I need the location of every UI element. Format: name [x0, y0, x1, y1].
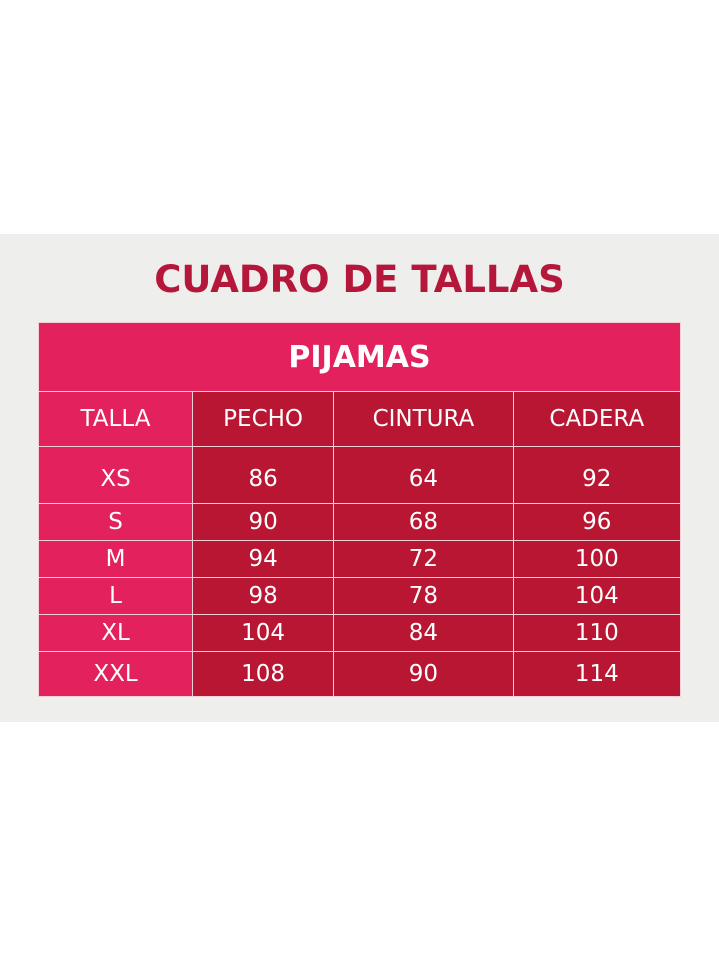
size-cell: XXL — [38, 651, 193, 697]
table-row: S 90 68 96 — [38, 503, 682, 541]
table-row: XS 86 64 92 — [38, 446, 682, 504]
measurement-cell: 90 — [333, 651, 514, 697]
table-row: XL 104 84 110 — [38, 614, 682, 652]
measurement-cell: 64 — [333, 446, 514, 504]
size-cell: S — [38, 503, 193, 541]
measurement-cell: 104 — [512, 577, 682, 615]
measurement-cell: 90 — [191, 503, 335, 541]
measurement-cell: 98 — [191, 577, 335, 615]
measurement-cell: 96 — [512, 503, 682, 541]
measurement-cell: 78 — [333, 577, 514, 615]
column-header-talla: TALLA — [38, 391, 193, 447]
measurement-cell: 86 — [191, 446, 335, 504]
size-cell: L — [38, 577, 193, 615]
size-cell: XL — [38, 614, 193, 652]
header-row: TALLA PECHO CINTURA CADERA — [38, 391, 682, 447]
column-header-cadera: CADERA — [512, 391, 682, 447]
table-row: XXL 108 90 114 — [38, 651, 682, 697]
measurement-cell: 72 — [333, 540, 514, 578]
measurement-cell: 114 — [512, 651, 682, 697]
measurement-cell: 92 — [512, 446, 682, 504]
size-cell: M — [38, 540, 193, 578]
column-header-cintura: CINTURA — [333, 391, 514, 447]
category-title: PIJAMAS — [38, 322, 681, 392]
measurement-cell: 68 — [333, 503, 514, 541]
measurement-cell: 104 — [191, 614, 335, 652]
measurement-cell: 100 — [512, 540, 682, 578]
column-header-pecho: PECHO — [191, 391, 335, 447]
page-title: CUADRO DE TALLAS — [154, 258, 565, 301]
table-row: L 98 78 104 — [38, 577, 682, 615]
table-row: M 94 72 100 — [38, 540, 682, 578]
size-cell: XS — [38, 446, 193, 504]
measurement-cell: 84 — [333, 614, 514, 652]
measurement-cell: 110 — [512, 614, 682, 652]
measurement-cell: 94 — [191, 540, 335, 578]
size-chart-table: PIJAMAS TALLA PECHO CINTURA CADERA XS 86 6… — [38, 322, 682, 697]
measurement-cell: 108 — [191, 651, 335, 697]
